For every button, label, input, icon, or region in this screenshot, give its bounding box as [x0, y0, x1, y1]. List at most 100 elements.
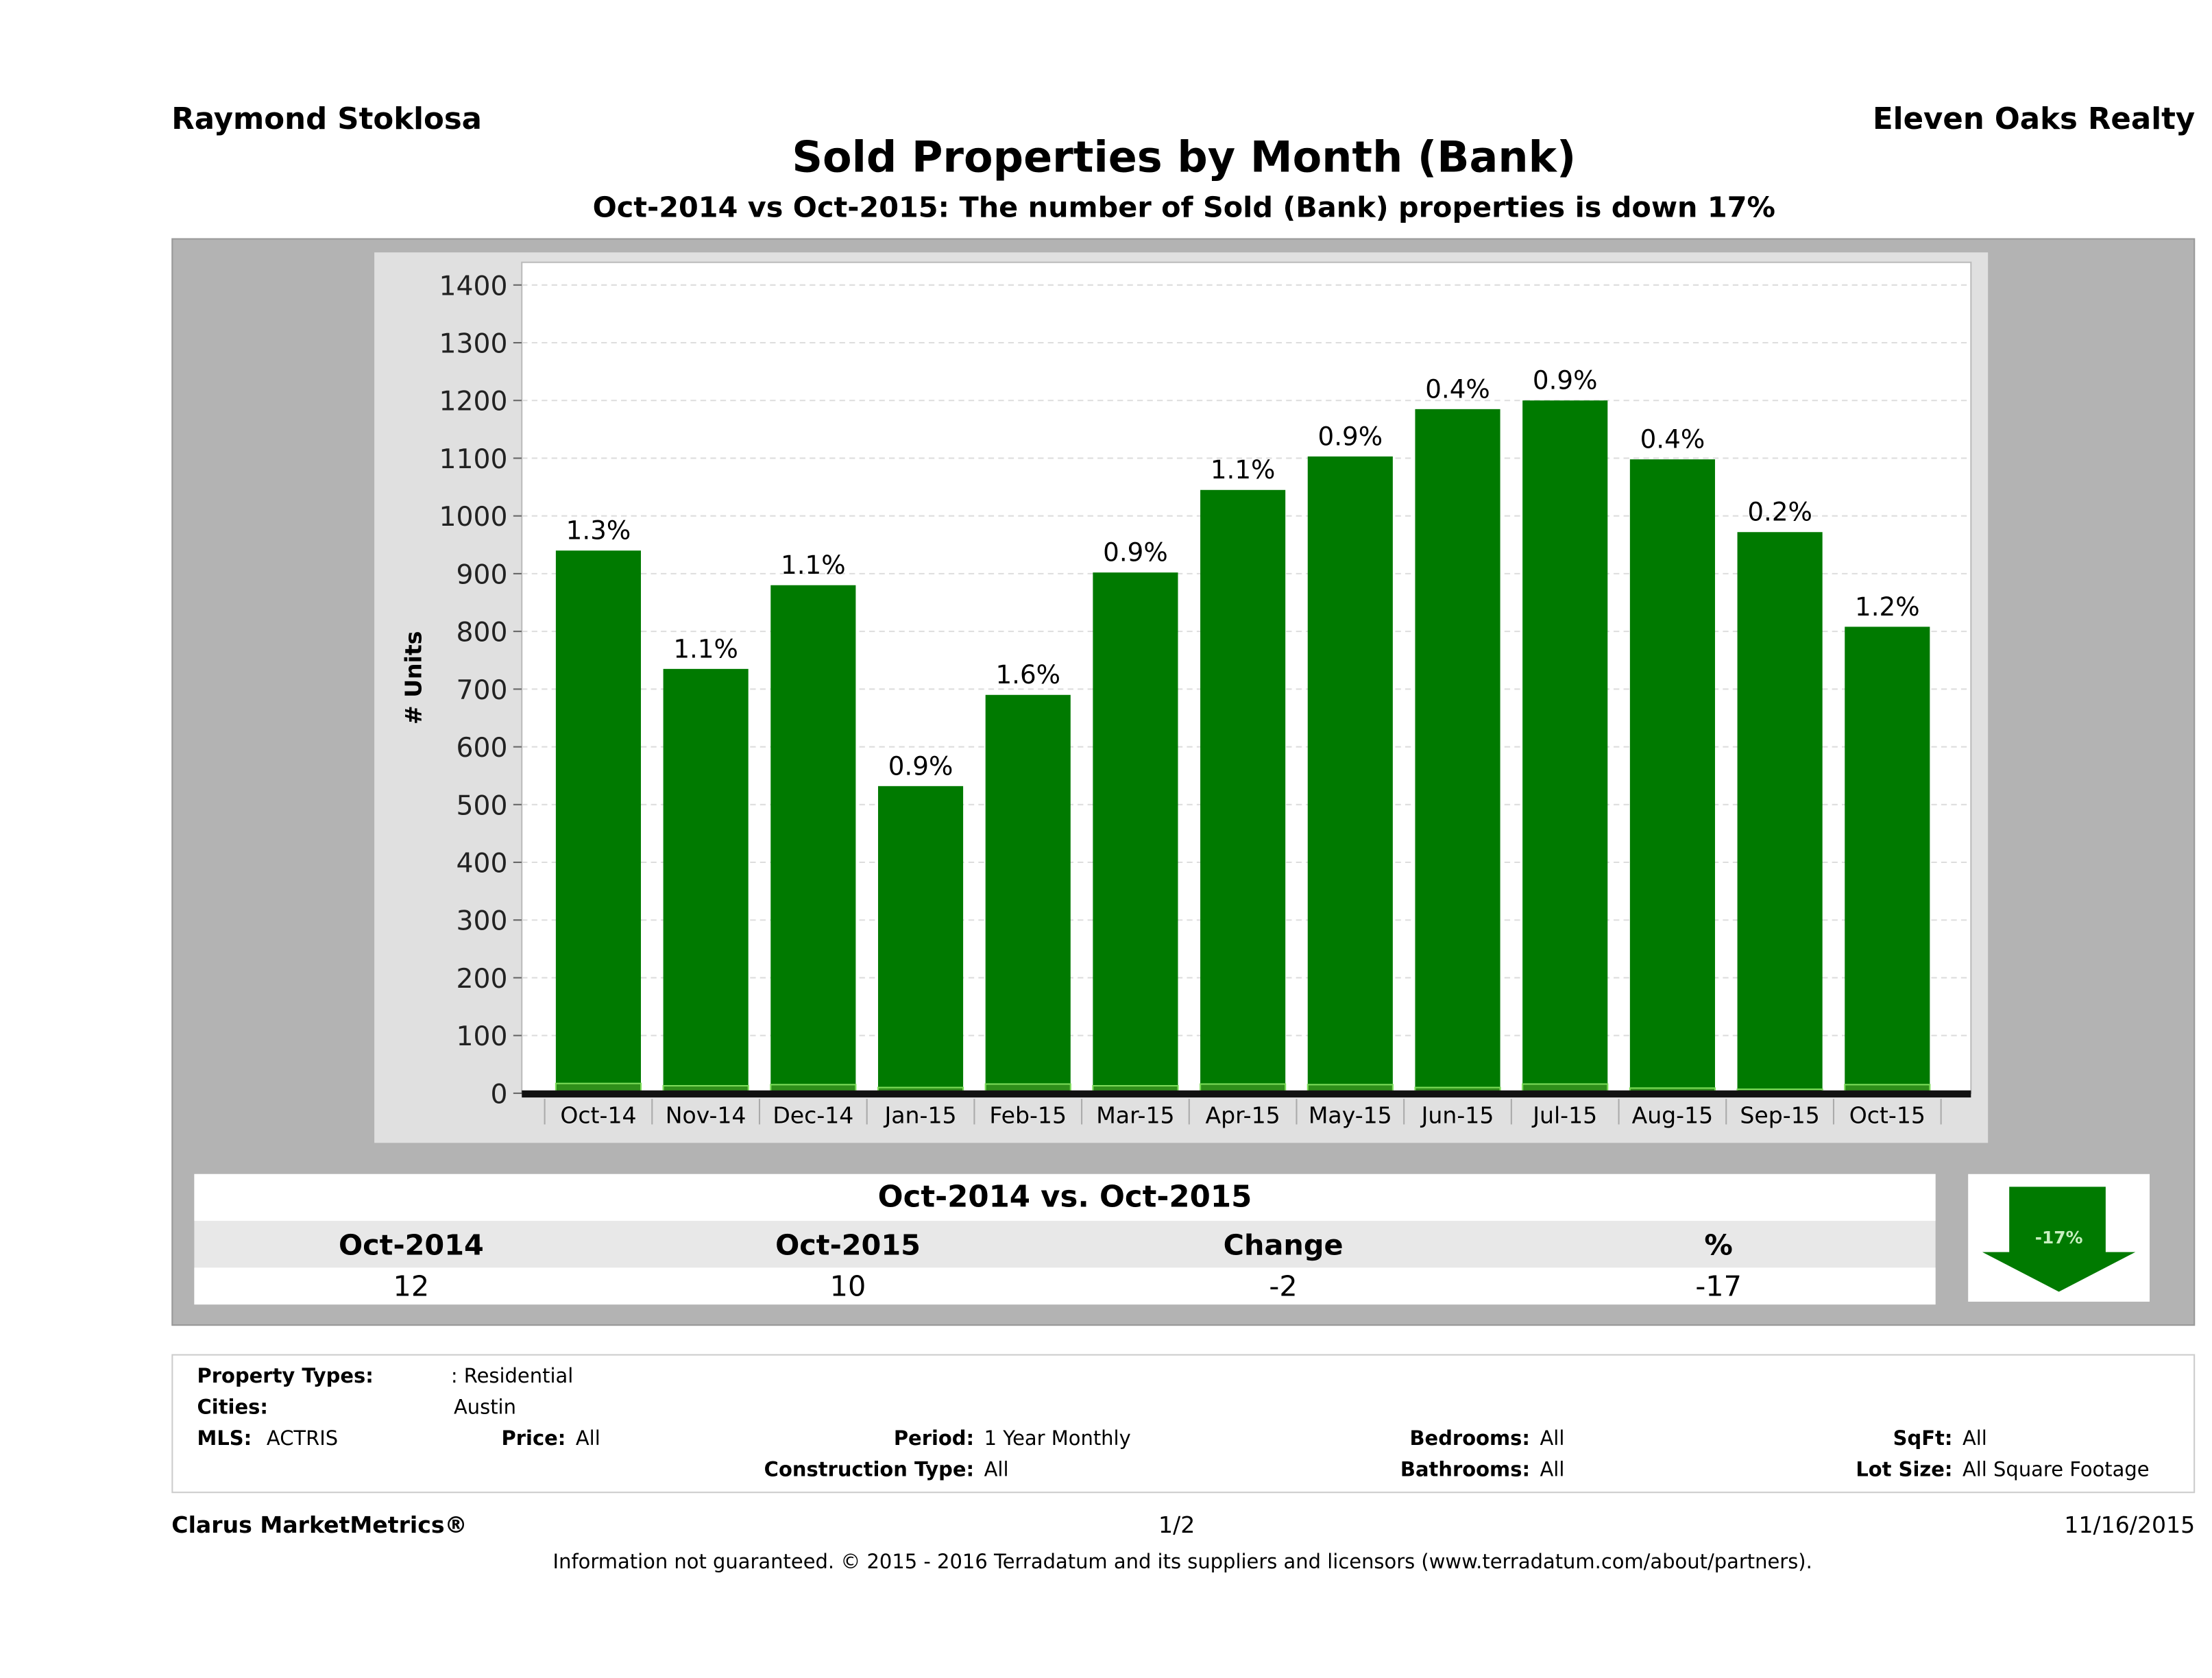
x-tick-label: Sep-15: [1740, 1102, 1819, 1128]
bar-total: [1093, 572, 1178, 1093]
footer-brand: Clarus MarketMetrics®: [171, 1511, 467, 1539]
y-tick-label: 0: [491, 1079, 508, 1110]
column-header: %: [1704, 1228, 1733, 1263]
bar-total: [1737, 532, 1823, 1093]
comparison-header-row: Oct-2014 Oct-2015 Change %: [194, 1224, 1935, 1266]
filter-label: SqFt:: [1893, 1428, 1953, 1451]
y-tick-label: 200: [457, 964, 508, 995]
change-badge: -17%: [1968, 1174, 2150, 1302]
column-header: Oct-2015: [775, 1228, 921, 1263]
agent-name: Raymond Stoklosa: [171, 101, 483, 136]
page-title: Sold Properties by Month (Bank): [792, 133, 1577, 183]
comparison-heading-row: Oct-2014 vs. Oct-2015: [194, 1174, 1936, 1221]
data-label: 1.3%: [566, 515, 631, 546]
filter-value: : Residential: [450, 1365, 574, 1389]
x-tick-label: Nov-14: [666, 1102, 746, 1128]
bar-total: [770, 585, 856, 1093]
comparison-heading: Oct-2014 vs. Oct-2015: [877, 1180, 1252, 1214]
value-cell: 12: [393, 1269, 430, 1304]
filter-label: MLS:: [197, 1428, 252, 1451]
bar-total: [1629, 459, 1715, 1093]
y-tick-label: 1400: [439, 271, 508, 302]
y-tick-label: 1200: [439, 387, 508, 417]
y-tick-label: 600: [457, 733, 508, 764]
filter-label: Property Types:: [197, 1365, 374, 1389]
bar-total: [1522, 400, 1608, 1093]
x-tick-label: Oct-15: [1849, 1102, 1925, 1128]
x-tick-label: May-15: [1309, 1102, 1392, 1128]
bar-total: [555, 550, 642, 1093]
filter-label: Period:: [893, 1428, 975, 1451]
data-label: 0.9%: [1533, 365, 1598, 396]
value-cell: -17: [1695, 1269, 1742, 1304]
comparison-value-row: 12 10 -2 -17: [194, 1267, 1936, 1305]
column-header: Oct-2014: [338, 1228, 484, 1263]
y-tick-label: 1000: [439, 502, 508, 533]
data-label: 0.4%: [1640, 424, 1705, 454]
column-header: Change: [1223, 1228, 1344, 1263]
data-label: 0.9%: [888, 751, 953, 781]
y-axis-label: # Units: [400, 631, 426, 725]
data-label: 0.9%: [1318, 421, 1383, 451]
data-label: 1.2%: [1855, 592, 1920, 622]
filter-label: Cities:: [197, 1396, 268, 1420]
y-tick-label: 1300: [439, 328, 508, 359]
value-cell: -2: [1269, 1269, 1298, 1304]
data-label: 0.2%: [1747, 497, 1812, 527]
data-label: 0.9%: [1103, 537, 1168, 568]
x-tick-label: Jan-15: [884, 1102, 957, 1128]
bar-chart: 0 100 200 300 400 500 600 700 800 900 1000 1100 1200…: [400, 261, 1972, 1128]
y-tick-label: 300: [457, 906, 508, 937]
bar-total: [1200, 489, 1286, 1093]
x-tick-label: Jun-15: [1420, 1102, 1494, 1128]
change-badge-text: -17%: [2034, 1228, 2083, 1248]
y-tick-label: 500: [457, 790, 508, 821]
bar-total: [663, 668, 749, 1093]
page-subtitle: Oct-2014 vs Oct-2015: The number of Sold…: [592, 190, 1775, 224]
disclaimer: Information not guaranteed. © 2015 - 201…: [552, 1551, 1812, 1574]
x-tick-label: Feb-15: [989, 1102, 1067, 1128]
filter-value: All: [1540, 1459, 1565, 1482]
y-tick-label: 700: [457, 675, 508, 706]
y-tick-label: 400: [457, 848, 508, 879]
bar-total: [877, 786, 964, 1093]
bar-total: [1307, 456, 1393, 1093]
filter-summary: Property Types: : Residential Cities: Au…: [171, 1354, 2196, 1494]
report-date: 11/16/2015: [2064, 1511, 2196, 1539]
data-label: 1.1%: [781, 550, 846, 580]
data-label: 1.1%: [673, 633, 738, 664]
filter-value: All: [575, 1428, 600, 1451]
filter-label: Construction Type:: [764, 1459, 975, 1482]
data-label: 1.6%: [995, 659, 1060, 690]
x-tick-label: Mar-15: [1096, 1102, 1174, 1128]
filter-value: Austin: [453, 1396, 516, 1420]
y-tick-label: 900: [457, 559, 508, 590]
bar-total: [1845, 627, 1930, 1093]
value-cell: 10: [829, 1269, 866, 1304]
filter-value: ACTRIS: [266, 1428, 339, 1451]
filter-value: 1 Year Monthly: [984, 1428, 1131, 1451]
arrow-down-icon: [1982, 1187, 2136, 1292]
y-tick-label: 800: [457, 618, 508, 648]
comparison-table: Oct-2014 vs. Oct-2015 Oct-2014 Oct-2015 …: [194, 1174, 1936, 1305]
data-label: 0.4%: [1425, 374, 1490, 404]
chart-panel: 0 100 200 300 400 500 600 700 800 900 1000 1100 1200…: [374, 252, 1989, 1143]
data-label: 1.1%: [1211, 454, 1276, 485]
page-number: 1/2: [1158, 1511, 1195, 1539]
bar-total: [1415, 409, 1500, 1093]
filter-value: All: [984, 1459, 1009, 1482]
bar-total: [985, 694, 1071, 1093]
x-tick-label: Dec-14: [773, 1102, 853, 1128]
y-tick-label: 100: [457, 1021, 508, 1052]
brokerage-name: Eleven Oaks Realty: [1873, 101, 2196, 136]
filter-label: Lot Size:: [1856, 1459, 1953, 1482]
y-tick-label: 1100: [439, 444, 508, 475]
x-tick-label: Aug-15: [1632, 1102, 1714, 1128]
x-axis-line: [522, 1090, 1971, 1098]
filter-value: All Square Footage: [1962, 1459, 2150, 1482]
x-tick-label: Oct-14: [560, 1102, 636, 1128]
filter-label: Bathrooms:: [1400, 1459, 1531, 1482]
x-tick-label: Jul-15: [1531, 1102, 1597, 1128]
filter-label: Bedrooms:: [1409, 1428, 1531, 1451]
filter-value: All: [1540, 1428, 1565, 1451]
